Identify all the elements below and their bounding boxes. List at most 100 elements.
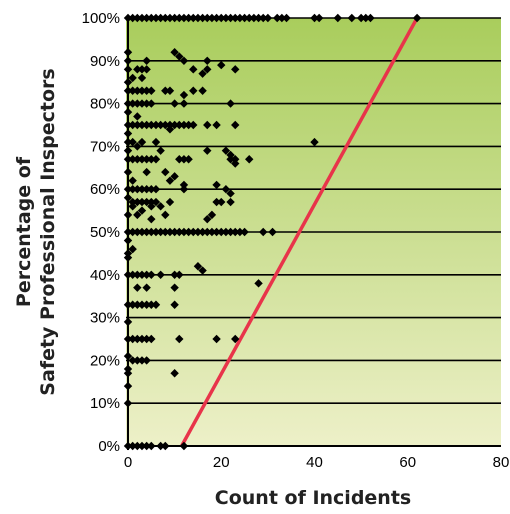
data-point	[179, 90, 189, 100]
data-point	[123, 227, 133, 237]
data-point	[142, 65, 151, 74]
data-point	[128, 13, 137, 23]
y-tick-label: 50%	[90, 224, 120, 241]
data-point	[151, 300, 161, 309]
data-point	[147, 86, 156, 95]
data-point	[203, 214, 212, 224]
data-point	[231, 159, 240, 168]
data-point	[142, 227, 151, 237]
data-point	[123, 78, 133, 87]
data-point	[170, 227, 179, 237]
data-point	[133, 210, 142, 220]
data-point	[123, 65, 133, 74]
y-tick-label: 60%	[90, 181, 120, 198]
data-point	[198, 13, 207, 23]
data-point	[161, 210, 170, 220]
data-point	[203, 65, 212, 74]
data-point	[137, 86, 147, 95]
data-point	[123, 56, 133, 65]
data-point	[133, 227, 142, 237]
data-point	[184, 155, 193, 164]
data-point	[137, 356, 147, 365]
data-point	[170, 48, 179, 57]
data-point	[231, 227, 240, 237]
data-point	[165, 13, 175, 23]
data-point	[217, 197, 226, 207]
data-point	[128, 197, 137, 207]
data-point	[245, 155, 254, 164]
data-point	[128, 185, 137, 194]
data-point	[165, 227, 175, 237]
data-point	[137, 270, 147, 279]
data-point	[207, 13, 217, 23]
data-point	[133, 441, 142, 451]
data-point	[175, 270, 184, 279]
data-point	[179, 120, 189, 130]
data-point	[147, 227, 156, 237]
data-point	[221, 227, 231, 237]
y-tick-label: 70%	[90, 138, 120, 155]
data-point	[133, 300, 142, 309]
data-point	[133, 356, 142, 365]
data-point	[137, 120, 147, 130]
data-point	[142, 86, 151, 95]
data-point	[254, 13, 263, 23]
data-point	[128, 227, 137, 237]
data-point	[123, 300, 133, 309]
data-point	[189, 86, 198, 95]
data-point	[268, 227, 277, 237]
data-point	[137, 441, 147, 451]
data-point	[259, 227, 268, 237]
data-point	[128, 202, 137, 211]
trend-line	[180, 17, 419, 446]
data-point	[273, 13, 282, 23]
data-point	[123, 369, 133, 378]
data-point	[142, 197, 151, 207]
data-point	[147, 202, 156, 211]
data-point	[123, 155, 133, 164]
data-point	[231, 65, 240, 74]
data-point	[156, 270, 165, 279]
data-point	[254, 279, 263, 288]
data-point	[165, 176, 175, 185]
data-point	[226, 99, 235, 108]
data-point	[156, 202, 165, 211]
data-point	[133, 155, 142, 164]
y-tick-label: 90%	[90, 53, 120, 70]
data-point	[123, 13, 133, 23]
data-point	[170, 283, 179, 292]
data-point	[221, 185, 231, 194]
data-point	[128, 86, 137, 95]
x-tick-label: 40	[306, 454, 323, 471]
data-point	[123, 193, 133, 202]
data-point	[231, 334, 240, 344]
data-point	[179, 99, 189, 108]
data-point	[240, 227, 249, 237]
data-point	[240, 13, 249, 23]
data-point	[147, 155, 156, 164]
data-point	[179, 227, 189, 237]
data-point	[203, 146, 212, 155]
data-point	[212, 120, 221, 130]
data-point	[128, 99, 137, 108]
data-point	[333, 13, 343, 23]
data-point	[165, 125, 175, 134]
data-point	[170, 172, 179, 181]
y-axis-title-line-1: Percentage of	[13, 156, 35, 307]
data-point	[212, 13, 221, 23]
data-point	[128, 244, 137, 254]
data-point	[226, 13, 235, 23]
data-point	[142, 13, 151, 23]
data-point	[221, 146, 231, 155]
data-point	[137, 13, 147, 23]
data-point	[314, 13, 324, 23]
data-point	[165, 120, 175, 130]
data-point	[165, 197, 175, 207]
data-point	[165, 86, 175, 95]
data-point	[170, 120, 179, 130]
data-point	[161, 441, 170, 451]
data-point	[123, 167, 133, 177]
data-point	[189, 65, 198, 74]
data-point	[147, 300, 156, 309]
